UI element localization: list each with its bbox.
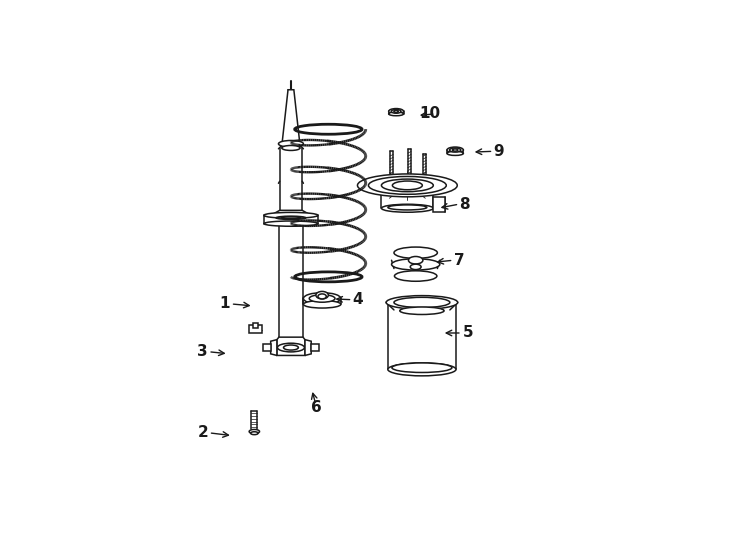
Ellipse shape bbox=[394, 110, 399, 112]
Ellipse shape bbox=[368, 177, 446, 194]
Ellipse shape bbox=[394, 271, 437, 281]
Bar bbox=[264, 343, 271, 352]
Ellipse shape bbox=[393, 181, 422, 190]
Ellipse shape bbox=[318, 294, 327, 299]
Ellipse shape bbox=[277, 343, 305, 352]
Text: 2: 2 bbox=[198, 426, 209, 440]
Ellipse shape bbox=[453, 149, 458, 151]
Polygon shape bbox=[271, 340, 277, 355]
Ellipse shape bbox=[447, 151, 463, 156]
Ellipse shape bbox=[250, 432, 258, 435]
Bar bbox=[250, 325, 262, 333]
Ellipse shape bbox=[388, 363, 456, 376]
Ellipse shape bbox=[249, 429, 260, 434]
Ellipse shape bbox=[394, 247, 437, 259]
Text: 5: 5 bbox=[462, 326, 473, 341]
Ellipse shape bbox=[309, 295, 335, 302]
Text: 4: 4 bbox=[352, 292, 363, 307]
Text: 1: 1 bbox=[219, 296, 230, 312]
Text: 9: 9 bbox=[493, 144, 504, 159]
Ellipse shape bbox=[264, 221, 318, 226]
Ellipse shape bbox=[303, 293, 341, 305]
Ellipse shape bbox=[447, 147, 463, 153]
Text: 6: 6 bbox=[310, 400, 321, 415]
Bar bbox=[252, 323, 258, 328]
Text: 7: 7 bbox=[454, 253, 465, 268]
Ellipse shape bbox=[283, 345, 298, 350]
Polygon shape bbox=[305, 340, 311, 355]
Text: 3: 3 bbox=[197, 344, 208, 359]
Ellipse shape bbox=[357, 174, 457, 197]
Ellipse shape bbox=[386, 295, 458, 309]
Polygon shape bbox=[282, 90, 300, 146]
Ellipse shape bbox=[388, 109, 404, 114]
Polygon shape bbox=[277, 337, 305, 355]
Ellipse shape bbox=[408, 256, 423, 264]
Ellipse shape bbox=[382, 179, 433, 192]
Text: 8: 8 bbox=[459, 197, 470, 212]
Ellipse shape bbox=[394, 298, 450, 308]
Ellipse shape bbox=[264, 212, 318, 218]
Ellipse shape bbox=[388, 112, 404, 116]
Ellipse shape bbox=[449, 148, 461, 152]
Ellipse shape bbox=[400, 307, 444, 314]
Ellipse shape bbox=[391, 259, 440, 270]
Ellipse shape bbox=[282, 145, 300, 151]
Bar bbox=[433, 197, 445, 212]
Ellipse shape bbox=[303, 301, 341, 308]
Text: 10: 10 bbox=[420, 106, 441, 122]
Ellipse shape bbox=[278, 140, 303, 147]
Ellipse shape bbox=[391, 110, 401, 113]
Bar bbox=[311, 343, 319, 352]
Ellipse shape bbox=[410, 264, 421, 269]
Ellipse shape bbox=[316, 292, 328, 299]
Ellipse shape bbox=[388, 205, 426, 210]
Ellipse shape bbox=[382, 204, 433, 212]
Ellipse shape bbox=[392, 363, 452, 373]
Polygon shape bbox=[264, 210, 318, 216]
